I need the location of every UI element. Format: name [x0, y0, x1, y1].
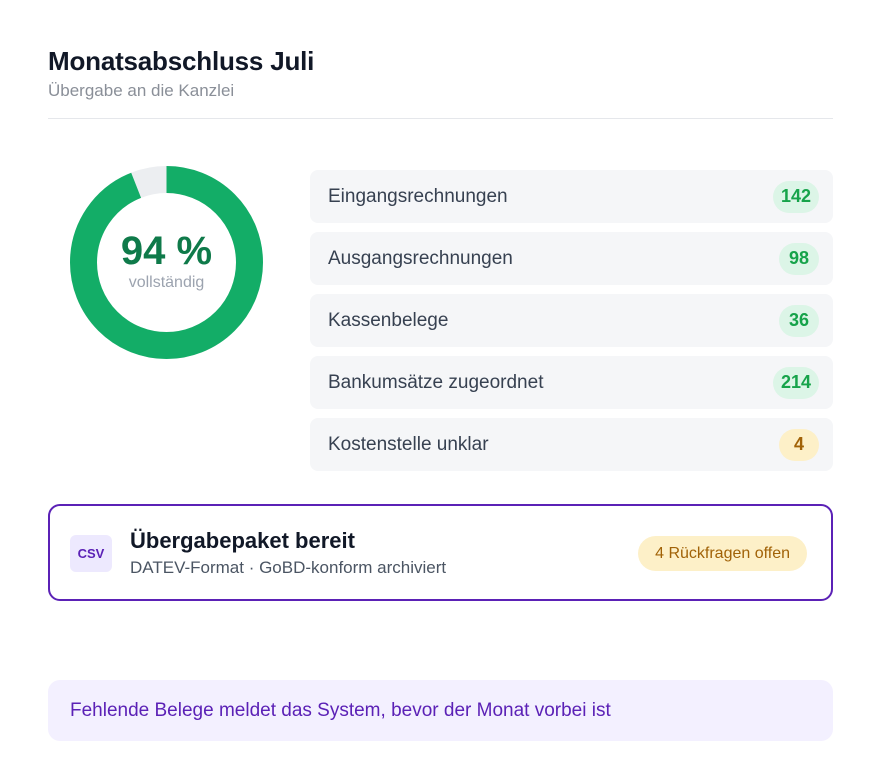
csv-file-icon: CSV	[70, 535, 112, 572]
category-label: Ausgangsrechnungen	[328, 247, 513, 269]
open-queries-badge[interactable]: 4 Rückfragen offen	[638, 536, 807, 571]
category-count-badge: 36	[779, 304, 819, 337]
category-label: Eingangsrechnungen	[328, 185, 508, 207]
category-row-kostenstelle[interactable]: Kostenstelle unklar 4	[310, 418, 833, 471]
package-title: Übergabepaket bereit	[130, 528, 355, 553]
handover-package-card[interactable]: CSV Übergabepaket bereit DATEV-Format · …	[48, 504, 833, 601]
package-subtitle: DATEV-Format · GoBD-konform archiviert	[130, 558, 447, 577]
category-row-bankumsaetze[interactable]: Bankumsätze zugeordnet 214	[310, 356, 833, 409]
page-title: Monatsabschluss Juli	[48, 46, 315, 76]
donut-center: 94 % vollständig	[70, 166, 263, 359]
donut-chart	[70, 166, 263, 359]
category-list: Eingangsrechnungen 142 Ausgangsrechnunge…	[310, 170, 833, 480]
completion-caption: vollständig	[128, 273, 205, 291]
category-label: Kostenstelle unklar	[328, 433, 489, 455]
category-label: Kassenbelege	[328, 309, 449, 331]
category-label: Bankumsätze zugeordnet	[328, 371, 544, 393]
category-row-kassenbelege[interactable]: Kassenbelege 36	[310, 294, 833, 347]
page-header: Monatsabschluss Juli Übergabe an die Kan…	[48, 44, 833, 102]
category-count-badge: 98	[779, 242, 819, 275]
info-notice: Fehlende Belege meldet das System, bevor…	[48, 680, 833, 741]
category-count-badge: 214	[772, 366, 819, 399]
donut-progress-arc	[70, 166, 263, 359]
notice-text: Fehlende Belege meldet das System, bevor…	[70, 699, 611, 721]
category-warning-badge: 4	[779, 428, 819, 461]
header-divider	[48, 118, 833, 119]
completion-percent: 94 %	[120, 228, 213, 273]
category-row-ausgangsrechnungen[interactable]: Ausgangsrechnungen 98	[310, 232, 833, 285]
completion-donut: 94 % vollständig	[70, 166, 263, 359]
category-row-eingangsrechnungen[interactable]: Eingangsrechnungen 142	[310, 170, 833, 223]
category-count-badge: 142	[772, 180, 819, 213]
page-subtitle: Übergabe an die Kanzlei	[48, 81, 235, 100]
